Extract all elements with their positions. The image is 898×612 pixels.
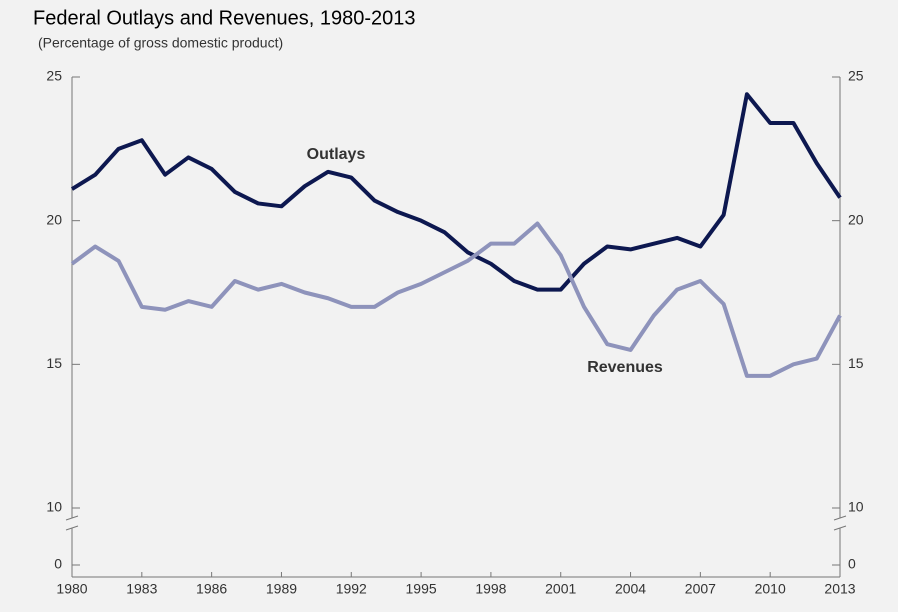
y-tick-label: 10 xyxy=(46,499,62,515)
x-tick-label: 1998 xyxy=(475,581,506,597)
series-line xyxy=(70,221,842,378)
y2-tick-label: 10 xyxy=(848,499,864,515)
y-tick-label: 15 xyxy=(46,355,62,371)
x-tick-label: 1992 xyxy=(336,581,367,597)
y2-tick-label: 20 xyxy=(848,211,864,227)
chart-subtitle: (Percentage of gross domestic product) xyxy=(38,35,283,51)
x-tick-label: 2001 xyxy=(545,581,576,597)
y2-tick-label: 0 xyxy=(848,556,856,572)
axis-break xyxy=(833,525,847,531)
x-tick-label: 2007 xyxy=(685,581,716,597)
x-tick-label: 2010 xyxy=(755,581,786,597)
series-line xyxy=(70,92,842,292)
y2-tick-label: 25 xyxy=(848,68,864,84)
y-tick-label: 0 xyxy=(54,556,62,572)
series-label: Revenues xyxy=(587,359,663,376)
chart-title: Federal Outlays and Revenues, 1980-2013 xyxy=(33,7,415,29)
axis-break xyxy=(65,525,79,531)
x-tick-label: 2013 xyxy=(824,581,855,597)
y-tick-label: 20 xyxy=(46,211,62,227)
axis-break xyxy=(833,515,847,521)
axis-break xyxy=(65,515,79,521)
x-tick-label: 1983 xyxy=(126,581,157,597)
y-tick-label: 25 xyxy=(46,68,62,84)
x-tick-label: 1995 xyxy=(406,581,437,597)
series-label: Outlays xyxy=(307,146,366,163)
x-tick-label: 1986 xyxy=(196,581,227,597)
x-tick-label: 1989 xyxy=(266,581,297,597)
x-tick-label: 2004 xyxy=(615,581,646,597)
x-tick-label: 1980 xyxy=(56,581,87,597)
y2-tick-label: 15 xyxy=(848,355,864,371)
